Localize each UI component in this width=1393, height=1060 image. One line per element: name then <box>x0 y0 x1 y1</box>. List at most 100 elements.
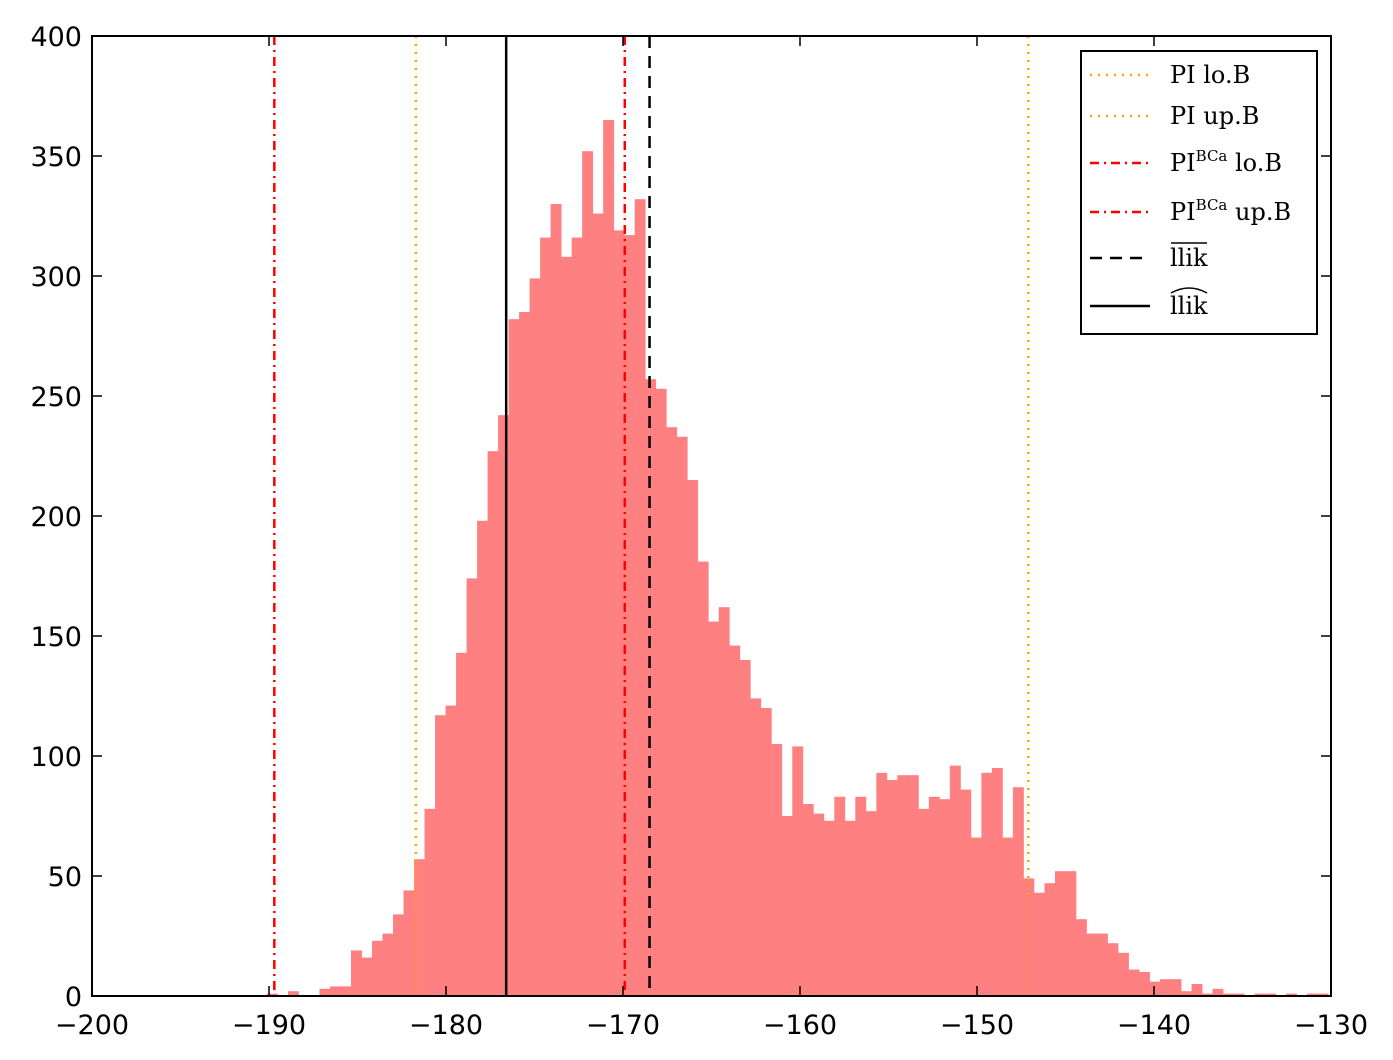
y-tick-label: 100 <box>30 742 82 773</box>
histogram-bar <box>445 705 457 996</box>
histogram-bar <box>855 796 867 996</box>
hat-accent <box>1170 287 1208 294</box>
histogram-bar <box>886 780 898 996</box>
x-tick-label: −190 <box>232 1010 306 1041</box>
histogram-bar <box>1307 993 1319 996</box>
x-tick-label: −170 <box>586 1010 660 1041</box>
histogram-bar <box>771 744 783 996</box>
histogram-bar <box>750 698 762 996</box>
histogram-bar <box>456 652 467 996</box>
histogram-bar <box>466 578 478 996</box>
histogram-bar <box>372 940 383 996</box>
histogram-bar <box>739 660 751 996</box>
histogram-bar <box>1065 871 1077 996</box>
histogram-bar <box>823 820 835 996</box>
histogram-bar <box>687 480 699 996</box>
legend-label: PIBCa up.B <box>1170 196 1291 226</box>
histogram-bar <box>1149 981 1161 996</box>
histogram-bar <box>1096 933 1108 996</box>
histogram-bar <box>876 772 888 996</box>
histogram-bar <box>1086 933 1098 996</box>
histogram-bar <box>1317 993 1329 996</box>
histogram-bar <box>435 715 446 996</box>
x-tick-label: −160 <box>763 1010 837 1041</box>
y-tick-label: 50 <box>48 862 82 893</box>
histogram-bar <box>603 120 615 996</box>
histogram-bar <box>508 319 520 996</box>
histogram-bar <box>949 765 961 996</box>
histogram-bar <box>1107 943 1119 996</box>
histogram-bar <box>1075 919 1087 996</box>
histogram-bar <box>865 811 877 996</box>
histogram-bar <box>266 993 278 996</box>
histogram-bar <box>907 775 919 996</box>
histogram-bar <box>708 621 720 996</box>
y-tick-label: 200 <box>30 502 82 533</box>
histogram-bar <box>1202 993 1213 996</box>
histogram-bar <box>361 957 373 996</box>
histogram-bar <box>340 986 352 996</box>
y-tick-label: 400 <box>30 22 82 53</box>
histogram-bar <box>393 914 404 996</box>
histogram-bar <box>319 988 331 996</box>
histogram-bar <box>613 230 625 996</box>
histogram-bar <box>329 986 341 996</box>
histogram-bar <box>991 768 1003 996</box>
histogram-bar <box>1160 979 1171 996</box>
histogram-bar <box>529 278 541 996</box>
legend-label: PI up.B <box>1170 102 1259 130</box>
histogram-bar <box>1012 787 1024 996</box>
histogram-bar <box>1117 952 1129 996</box>
histogram-bar <box>718 607 730 996</box>
histogram-bar <box>382 933 394 996</box>
histogram-bar <box>287 991 299 996</box>
histogram-bar <box>424 808 436 996</box>
histogram-bar <box>802 804 814 996</box>
histogram-bar <box>1023 878 1035 996</box>
legend-box <box>1080 50 1318 335</box>
histogram-bar <box>634 199 646 996</box>
y-tick-label: 350 <box>30 142 82 173</box>
histogram-bar <box>540 237 552 997</box>
x-tick-labels: −200 −190 −180 −170 −160 −150 −140 −130 <box>55 1010 1368 1041</box>
histogram-bar <box>844 820 856 996</box>
histogram-bar <box>403 890 415 996</box>
histogram-bar <box>792 746 804 996</box>
legend-label: llik <box>1170 292 1208 320</box>
histogram-bar <box>813 813 825 996</box>
y-tick-labels: 0 50 100 150 200 250 300 350 400 <box>30 22 82 1013</box>
histogram-bar <box>1265 993 1276 996</box>
histogram-bar <box>571 237 583 997</box>
histogram-bar <box>582 151 594 996</box>
x-tick-label: −180 <box>409 1010 483 1041</box>
histogram-bar <box>1233 993 1245 996</box>
x-tick-label: −200 <box>55 1010 129 1041</box>
histogram-bar <box>487 451 499 996</box>
y-tick-label: 0 <box>65 982 82 1013</box>
histogram-bar <box>1212 988 1224 996</box>
histogram-bar <box>918 808 930 996</box>
histogram-bar <box>781 816 793 996</box>
y-tick-label: 250 <box>30 382 82 413</box>
histogram-bar <box>729 645 741 996</box>
histogram-bar <box>1054 871 1066 996</box>
legend-label: llik <box>1170 244 1208 272</box>
histogram-bar <box>414 859 425 996</box>
histogram-bar <box>1181 991 1192 996</box>
y-tick-label: 150 <box>30 622 82 653</box>
histogram-bar <box>960 789 972 996</box>
histogram-bar <box>1033 892 1045 996</box>
histogram-bar <box>655 388 667 996</box>
histogram-bar <box>697 561 709 996</box>
histogram-bar <box>1139 972 1150 996</box>
histogram-bar <box>1002 837 1014 996</box>
histogram-bar <box>834 796 846 996</box>
histogram-bar <box>1128 969 1140 996</box>
histogram-bar <box>550 204 562 996</box>
histogram-bar <box>666 427 678 996</box>
x-tick-label: −130 <box>1294 1010 1368 1041</box>
histogram-bar <box>1191 984 1203 996</box>
histogram-bar <box>561 256 573 996</box>
histogram-bar <box>592 213 604 997</box>
histogram-bar <box>624 235 636 996</box>
